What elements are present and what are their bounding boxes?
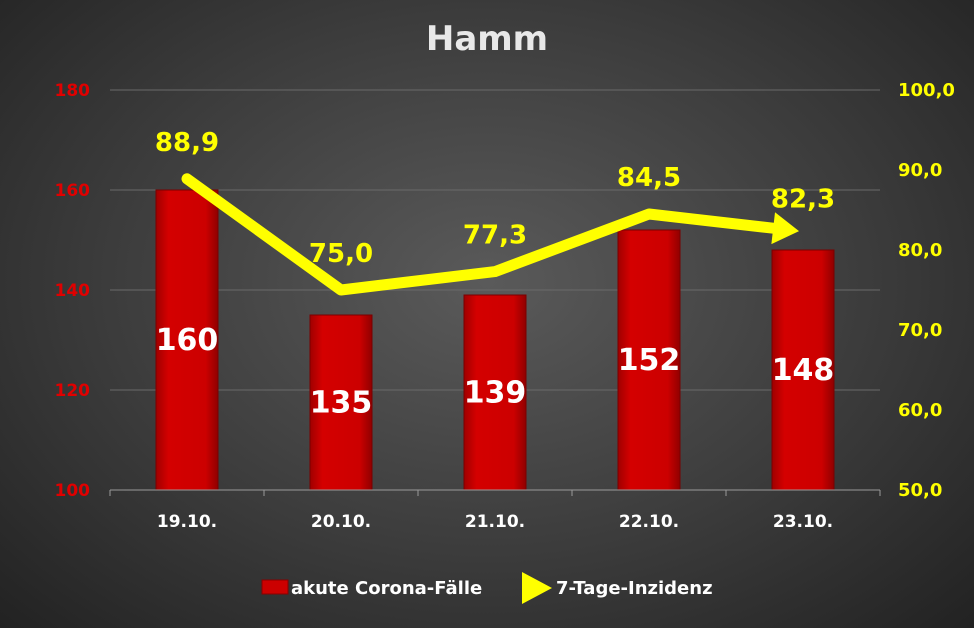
bar-value-label: 152 bbox=[618, 343, 681, 378]
line-end-arrow bbox=[771, 212, 800, 245]
right-tick-label: 100,0 bbox=[898, 80, 955, 101]
right-tick-label: 60,0 bbox=[898, 400, 942, 421]
category-label: 20.10. bbox=[311, 512, 371, 532]
bar-value-label: 148 bbox=[772, 353, 835, 388]
left-tick-label: 180 bbox=[55, 81, 91, 101]
right-tick-label: 50,0 bbox=[898, 480, 942, 501]
legend-line-label: 7-Tage-Inzidenz bbox=[556, 578, 713, 599]
left-tick-label: 120 bbox=[55, 381, 91, 401]
left-tick-label: 160 bbox=[55, 181, 91, 201]
line-value-label: 82,3 bbox=[771, 185, 835, 215]
axes: 100 120 140 160 180 50,0 60,0 70,0 80,0 90,0 100,0… bbox=[55, 80, 955, 532]
line-value-label: 84,5 bbox=[617, 163, 681, 193]
category-label: 19.10. bbox=[157, 512, 217, 532]
line-value-label: 77,3 bbox=[463, 221, 527, 251]
line-value-label: 75,0 bbox=[309, 239, 373, 269]
bar bbox=[155, 189, 219, 491]
category-label: 23.10. bbox=[773, 512, 833, 532]
legend-line-arrow-icon bbox=[522, 572, 552, 604]
legend-bar-label: akute Corona-Fälle bbox=[291, 578, 482, 599]
bar-value-label: 135 bbox=[310, 386, 373, 421]
right-tick-label: 80,0 bbox=[898, 240, 942, 261]
bar bbox=[771, 249, 835, 491]
left-tick-label: 140 bbox=[55, 281, 91, 301]
category-label: 21.10. bbox=[465, 512, 525, 532]
bar-value-label: 139 bbox=[464, 376, 527, 411]
legend-bar-swatch bbox=[261, 579, 289, 595]
line-series: 88,9 75,0 77,3 84,5 82,3 bbox=[155, 128, 835, 296]
line-path bbox=[181, 173, 779, 296]
right-tick-label: 90,0 bbox=[898, 160, 942, 181]
left-tick-label: 100 bbox=[55, 481, 91, 501]
legend: akute Corona-Fälle 7-Tage-Inzidenz bbox=[261, 572, 713, 604]
bar bbox=[309, 314, 373, 491]
chart-title: Hamm bbox=[426, 19, 548, 59]
right-tick-label: 70,0 bbox=[898, 320, 942, 341]
line-value-label: 88,9 bbox=[155, 128, 219, 158]
category-label: 22.10. bbox=[619, 512, 679, 532]
bar-value-label: 160 bbox=[156, 323, 219, 358]
